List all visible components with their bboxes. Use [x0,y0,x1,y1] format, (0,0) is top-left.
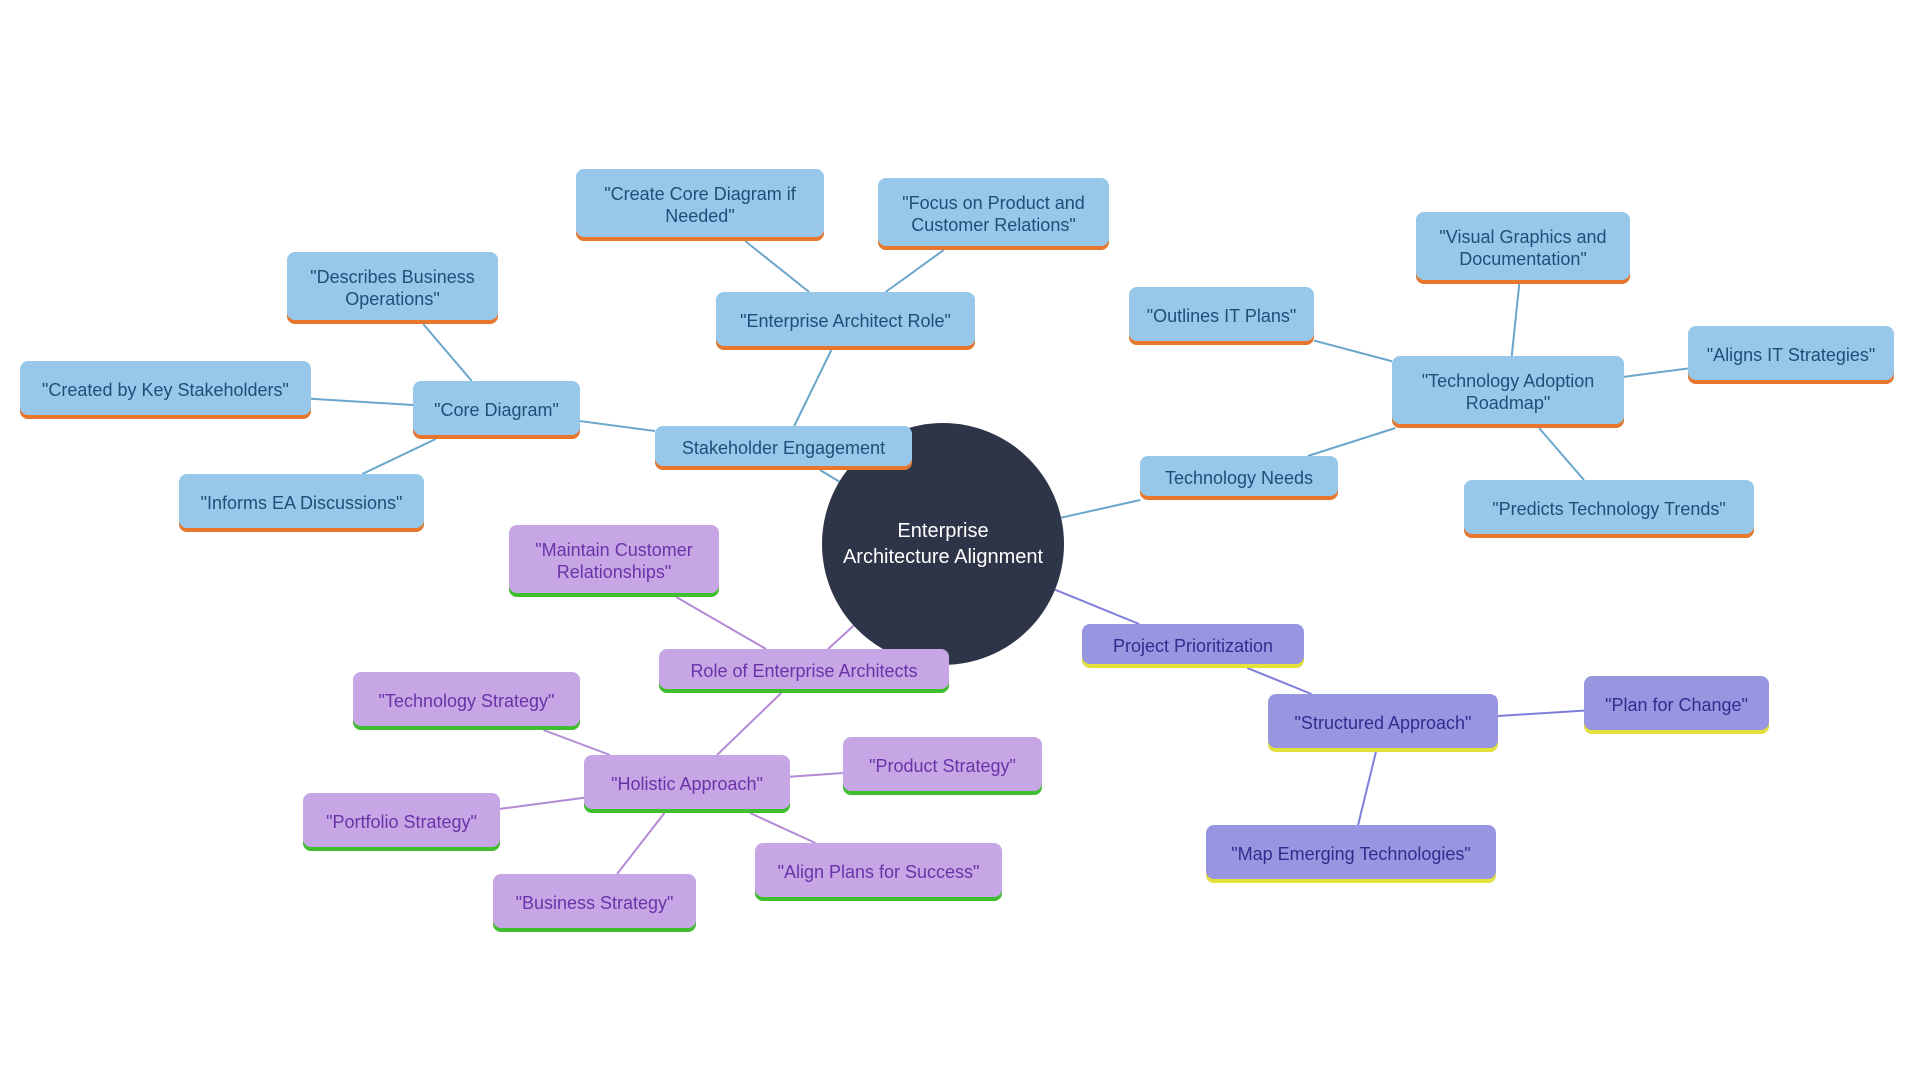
mindmap-node: "Plan for Change" [1584,676,1769,734]
mindmap-node-label: Technology Needs [1165,467,1313,490]
mindmap-node: "Portfolio Strategy" [303,793,500,851]
mindmap-node-label: "Business Strategy" [516,892,674,915]
mindmap-node-label: "Structured Approach" [1295,712,1472,735]
edge [1358,752,1376,825]
edge [617,813,664,874]
edge [790,773,843,777]
mindmap-node: Role of Enterprise Architects [659,649,949,693]
edge [311,399,413,405]
edge [717,693,781,755]
mindmap-node: "Informs EA Discussions" [179,474,424,532]
mindmap-node-label: "Technology Strategy" [379,690,555,713]
mindmap-node-label: "Holistic Approach" [611,773,763,796]
mindmap-node: "Outlines IT Plans" [1129,287,1314,345]
mindmap-node-label: Project Prioritization [1113,635,1273,658]
mindmap-node-label: "Maintain Customer Relationships" [535,539,692,584]
mindmap-node: "Describes Business Operations" [287,252,498,324]
mindmap-node-label: "Focus on Product and Customer Relations… [902,192,1085,237]
mindmap-node: Project Prioritization [1082,624,1304,668]
mindmap-node-label: "Portfolio Strategy" [326,811,477,834]
edge [1624,368,1688,376]
mindmap-node: "Core Diagram" [413,381,580,439]
edge [580,421,655,431]
mindmap-node-label: "Describes Business Operations" [310,266,474,311]
mindmap-node: "Predicts Technology Trends" [1464,480,1754,538]
mindmap-node-label: "Align Plans for Success" [778,861,980,884]
edge [828,626,854,649]
mindmap-node: "Technology Strategy" [353,672,580,730]
edge [886,250,944,292]
edge [794,350,831,426]
mindmap-node: "Holistic Approach" [584,755,790,813]
mindmap-node-label: "Product Strategy" [869,755,1016,778]
mindmap-node-label: "Visual Graphics and Documentation" [1439,226,1606,271]
mindmap-node: Stakeholder Engagement [655,426,912,470]
edge [1512,284,1520,356]
edge [1539,428,1584,480]
mindmap-node: Technology Needs [1140,456,1338,500]
mindmap-node-label: "Technology Adoption Roadmap" [1422,370,1595,415]
edge [1314,341,1392,362]
edge [1308,428,1396,456]
edge [745,241,809,292]
edge [423,324,472,381]
center-node-label: Enterprise Architecture Alignment [842,518,1044,570]
mindmap-node-label: "Core Diagram" [434,399,559,422]
mindmap-node-label: "Map Emerging Technologies" [1231,843,1471,866]
mindmap-node: "Focus on Product and Customer Relations… [878,178,1109,250]
mindmap-node-label: "Aligns IT Strategies" [1707,344,1876,367]
edge [820,470,839,482]
mindmap-node: "Enterprise Architect Role" [716,292,975,350]
edge [750,813,815,843]
mindmap-node-label: "Informs EA Discussions" [201,492,403,515]
mindmap-node: "Visual Graphics and Documentation" [1416,212,1630,284]
edge [1061,500,1140,518]
mindmap-node-label: Role of Enterprise Architects [690,660,917,683]
mindmap-canvas: Enterprise Architecture Alignment Stakeho… [0,0,1920,1080]
mindmap-node-label: "Outlines IT Plans" [1147,305,1297,328]
mindmap-node: "Create Core Diagram if Needed" [576,169,824,241]
edge [1498,711,1584,716]
mindmap-node-label: "Plan for Change" [1605,694,1748,717]
mindmap-node: "Maintain Customer Relationships" [509,525,719,597]
edge [362,439,435,474]
mindmap-node: "Map Emerging Technologies" [1206,825,1496,883]
mindmap-node: "Created by Key Stakeholders" [20,361,311,419]
mindmap-node-label: "Predicts Technology Trends" [1492,498,1726,521]
mindmap-node-label: "Created by Key Stakeholders" [42,379,289,402]
mindmap-node: "Business Strategy" [493,874,696,932]
edge [500,798,584,809]
edge [1247,668,1311,694]
edge [544,730,610,755]
edge [1055,590,1139,624]
mindmap-node: "Technology Adoption Roadmap" [1392,356,1624,428]
mindmap-node-label: Stakeholder Engagement [682,437,885,460]
mindmap-node: "Product Strategy" [843,737,1042,795]
mindmap-node-label: "Enterprise Architect Role" [740,310,951,333]
edge [676,597,766,649]
mindmap-node: "Align Plans for Success" [755,843,1002,901]
mindmap-node: "Structured Approach" [1268,694,1498,752]
mindmap-node-label: "Create Core Diagram if Needed" [604,183,795,228]
mindmap-node: "Aligns IT Strategies" [1688,326,1894,384]
